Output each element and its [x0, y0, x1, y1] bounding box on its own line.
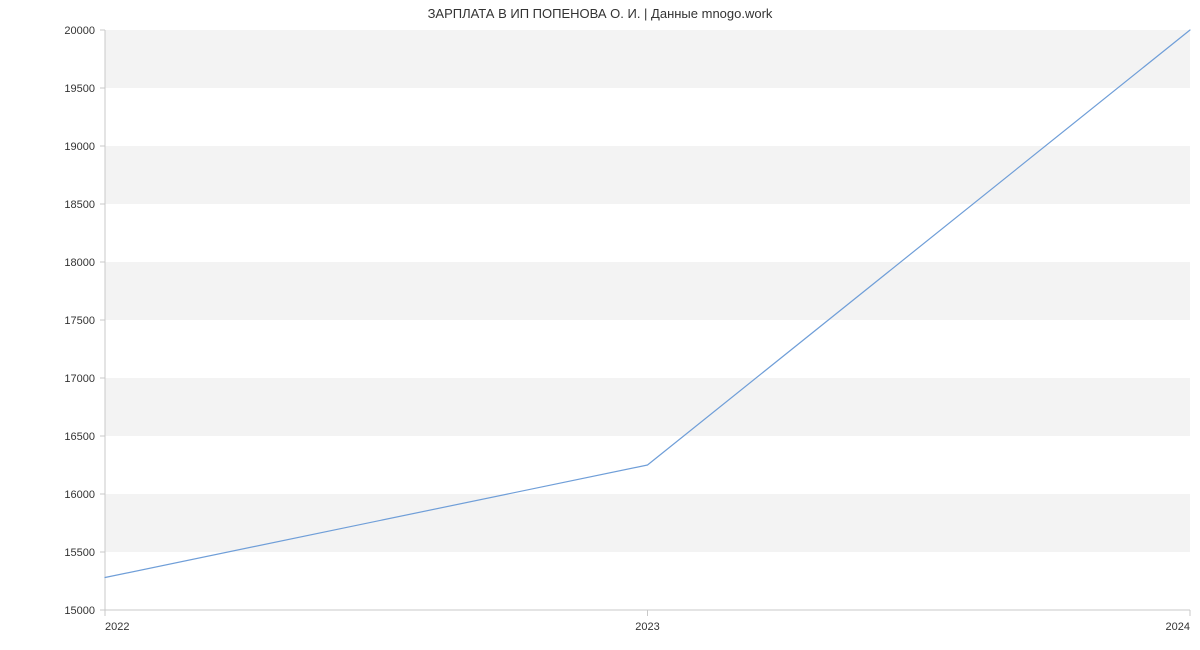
y-tick-label: 17500 [64, 315, 95, 327]
y-tick-label: 15500 [64, 547, 95, 559]
y-tick-label: 19500 [64, 83, 95, 95]
y-tick-label: 18500 [64, 199, 95, 211]
y-tick-label: 18000 [64, 257, 95, 269]
chart-svg: 15000 15500 16000 16500 17000 17500 18000 18500… [0, 0, 1200, 650]
x-tick-label: 2024 [1166, 621, 1190, 633]
chart-title: ЗАРПЛАТА В ИП ПОПЕНОВА О. И. | Данные mn… [0, 6, 1200, 21]
y-tick-label: 20000 [64, 25, 95, 37]
y-tick-label: 17000 [64, 373, 95, 385]
salary-line-chart: ЗАРПЛАТА В ИП ПОПЕНОВА О. И. | Данные mn… [0, 0, 1200, 650]
y-tick-label: 19000 [64, 141, 95, 153]
y-tick-label: 16000 [64, 489, 95, 501]
y-tick-label: 15000 [64, 605, 95, 617]
x-tick-label: 2023 [635, 621, 659, 633]
x-tick-label: 2022 [105, 621, 129, 633]
y-tick-label: 16500 [64, 431, 95, 443]
